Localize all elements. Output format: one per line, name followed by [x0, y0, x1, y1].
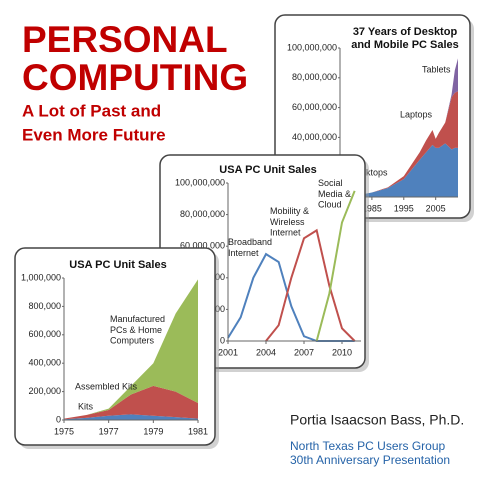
title-line: PERSONAL — [22, 19, 228, 60]
y-tick-label: 60,000,000 — [292, 102, 337, 112]
x-tick-label: 2005 — [426, 203, 446, 213]
chart-title: USA PC Unit Sales — [69, 259, 166, 271]
x-tick-label: 2004 — [256, 347, 276, 357]
event-line: 30th Anniversary Presentation — [290, 453, 450, 467]
area — [64, 279, 198, 419]
subtitle-line: A Lot of Past and — [22, 101, 161, 120]
x-tick-label: 1979 — [143, 426, 163, 436]
author: Portia Isaacson Bass, Ph.D. — [290, 412, 464, 428]
x-tick-label: 1977 — [99, 426, 119, 436]
y-tick-label: 80,000,000 — [292, 72, 337, 82]
area — [340, 91, 458, 197]
series-label: Desktops — [350, 167, 388, 177]
y-tick-label: 100,000,000 — [175, 177, 225, 187]
area — [64, 385, 198, 420]
series-label: Broadband Internet — [228, 237, 272, 258]
series-label: Assembled Kits — [75, 381, 138, 391]
line — [265, 228, 356, 342]
title-line: COMPUTING — [22, 57, 248, 98]
y-tick-label: 600,000 — [28, 329, 61, 339]
x-tick-label: 1981 — [188, 426, 208, 436]
x-tick-label: 1975 — [54, 426, 74, 436]
area — [340, 143, 458, 197]
x-tick-label: 2010 — [332, 347, 352, 357]
area — [64, 414, 198, 420]
chart-title: USA PC Unit Sales — [219, 164, 316, 176]
subtitle-line: Even More Future — [22, 125, 166, 144]
x-tick-label: 2001 — [218, 347, 238, 357]
y-tick-label: 800,000 — [28, 301, 61, 311]
x-tick-label: 2007 — [294, 347, 314, 357]
series-label: Social Media & Cloud — [318, 178, 351, 210]
chart-title: 37 Years of Desktop and Mobile PC Sales — [351, 26, 459, 51]
x-tick-label: 1995 — [394, 203, 414, 213]
y-tick-label: 400,000 — [28, 358, 61, 368]
chart-card: USA PC Unit Sales 0 200,000 400,000 600,000 8… — [14, 247, 219, 449]
y-tick-label: 0 — [56, 414, 61, 424]
series-label: Kits — [78, 401, 94, 411]
y-tick-label: 40,000,000 — [292, 132, 337, 142]
x-tick-label: 1985 — [362, 203, 382, 213]
y-tick-label: 0 — [220, 335, 225, 345]
series-label: Tablets — [422, 64, 451, 74]
line — [315, 190, 356, 342]
series-label: Mobility & Wireless Internet — [270, 206, 309, 238]
y-tick-label: 60,000,000 — [180, 241, 225, 251]
y-tick-label: 1,000,000 — [21, 272, 61, 282]
y-tick-label: 100,000,000 — [287, 42, 337, 52]
y-tick-label: 200,000 — [28, 386, 61, 396]
series-label: Laptops — [400, 109, 433, 119]
y-tick-label: 80,000,000 — [180, 209, 225, 219]
event-line: North Texas PC Users Group — [290, 439, 445, 453]
series-label: Manufactured PCs & Home Computers — [110, 314, 165, 346]
